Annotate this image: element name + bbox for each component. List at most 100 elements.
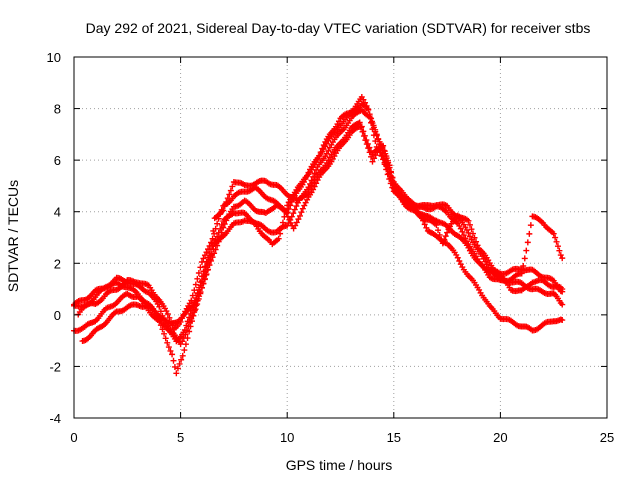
data-point [198,258,205,265]
data-point [278,225,285,232]
data-point [188,315,195,322]
data-point [368,119,375,126]
data-point [521,255,528,262]
data-point [466,233,473,240]
data-point [194,275,201,282]
y-tick-label: -4 [49,411,61,426]
data-point [179,338,186,345]
data-point [215,238,222,245]
data-point [200,255,207,262]
data-point [277,230,284,237]
data-point [386,170,393,177]
data-point [359,128,366,135]
data-point [192,306,199,313]
data-point [290,210,297,217]
data-point [459,228,466,235]
data-point [557,252,564,259]
data-point [198,277,205,284]
x-tick-label: 5 [177,430,184,445]
data-point [313,180,320,187]
data-point [366,113,373,120]
data-point [188,297,195,304]
data-point [171,363,178,370]
data-point [360,133,367,140]
data-point [156,303,163,310]
y-tick-label: 2 [54,256,61,271]
data-point [181,347,188,354]
data-point [381,159,388,166]
data-point [291,206,298,213]
data-point [220,224,227,231]
data-points [71,93,566,377]
data-point [462,235,469,242]
data-point [372,138,379,145]
data-point [313,159,320,166]
y-tick-label: 4 [54,205,61,220]
data-point [369,126,376,133]
data-point [275,235,282,242]
data-point [526,230,533,237]
data-point [456,258,463,265]
data-point [220,207,227,214]
data-point [559,286,566,293]
data-point [204,260,211,267]
data-point [371,155,378,162]
data-point [182,331,189,338]
data-point [369,158,376,165]
data-point [319,145,326,152]
data-point [186,319,193,326]
data-point [378,153,385,160]
data-point [205,246,212,253]
y-tick-label: 8 [54,102,61,117]
data-point [550,230,557,237]
data-point [191,298,198,305]
data-point [157,308,164,315]
data-point [380,142,387,149]
data-point [305,189,312,196]
data-point [377,149,384,156]
data-point [203,264,210,271]
data-point [206,256,213,263]
data-point [210,227,217,234]
data-point [554,243,561,250]
data-point [207,252,214,259]
data-point [465,217,472,224]
data-point [182,341,189,348]
data-point [358,123,365,130]
data-point [212,246,219,253]
data-point [444,229,451,236]
data-point [201,263,208,270]
data-point [167,347,174,354]
data-point [189,292,196,299]
data-point [164,339,171,346]
data-point [520,262,527,269]
data-point [474,256,481,263]
data-point [457,225,464,232]
data-point [209,235,216,242]
data-point [296,212,303,219]
data-point [384,166,391,173]
data-point [553,238,560,245]
data-point [363,102,370,109]
data-point [298,209,305,216]
data-point [299,205,306,212]
data-point [159,326,166,333]
data-point [314,156,321,163]
data-point [435,227,442,234]
series-track-3 [71,93,566,377]
data-point [465,229,472,236]
x-tick-label: 25 [600,430,614,445]
data-point [311,170,318,177]
data-point [372,152,379,159]
data-point [166,314,173,321]
data-point [442,233,449,240]
data-point [283,210,290,217]
data-point [176,360,183,367]
data-point [559,255,566,262]
data-point [179,352,186,359]
plot-frame [73,56,608,419]
data-point [221,203,228,210]
data-point [387,175,394,182]
data-point [227,187,234,194]
data-point [214,220,221,227]
